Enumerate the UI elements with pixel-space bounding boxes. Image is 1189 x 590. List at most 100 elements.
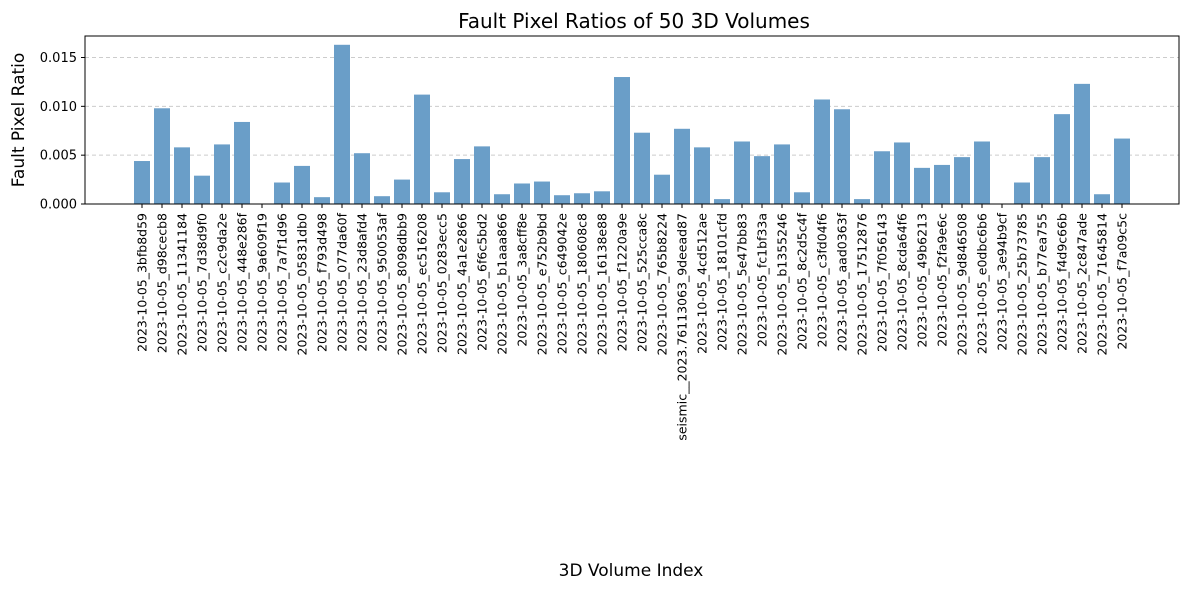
x-axis-ticks: 2023-10-05_3bfb8d59 2023-10-05_d98cecb8 20…: [135, 204, 1130, 441]
x-tick-label: 2023-10-05_f793d498: [315, 213, 330, 352]
x-tick-label: 2023-10-05_6f6c5bd2: [475, 213, 490, 351]
bar: [814, 99, 830, 204]
bar: [274, 182, 290, 204]
x-tick-label: 2023-10-05_23d8afd4: [355, 213, 370, 352]
x-tick-label: 2023-10-05_8098dbb9: [395, 213, 410, 356]
bar: [1014, 182, 1030, 204]
bar: [1114, 138, 1130, 204]
x-tick-label: 2023-10-05_16138e88: [595, 213, 610, 355]
x-tick-label: 2023-10-05_0283ecc5: [435, 213, 450, 353]
bar: [294, 165, 310, 204]
bar: [794, 192, 810, 204]
bar: [554, 195, 570, 204]
x-tick-label: 2023-10-05_d98cecb8: [155, 213, 170, 353]
bar: [214, 144, 230, 204]
bar: [834, 109, 850, 204]
x-tick-label: 2023-10-05_525cca8c: [635, 213, 650, 352]
y-axis-ticks: 0.000 0.005 0.010 0.015: [40, 51, 85, 213]
bar: [134, 161, 150, 204]
grid-lines: [85, 56, 1179, 156]
x-tick-label: 2023-10-05_f2fa9e6c: [935, 213, 950, 347]
bar: [454, 159, 470, 204]
x-tick-label: 2023-10-05_05831db0: [295, 213, 310, 356]
bar: [874, 151, 890, 204]
y-tick-label: 0.005: [40, 149, 77, 164]
bar: [1074, 83, 1090, 204]
x-tick-label: 2023-10-05_8c2d5c4f: [795, 212, 810, 349]
bar: [714, 199, 730, 204]
x-tick-label: 2023-10-05_c2c9da2e: [215, 213, 230, 353]
bar: [434, 192, 450, 204]
x-tick-label: 2023-10-05_f1220a9e: [615, 213, 630, 352]
bar: [154, 108, 170, 204]
x-tick-label: 2023-10-05_17512876: [855, 213, 870, 356]
bar: [574, 193, 590, 204]
bar: [374, 196, 390, 204]
bar: [474, 146, 490, 204]
x-tick-label: 2023-10-05_7d38d9f0: [195, 213, 210, 352]
bar: [654, 174, 670, 204]
x-tick-label: 2023-10-05_aad0363f: [835, 212, 850, 351]
x-tick-label: 2023-10-05_448e286f: [235, 212, 250, 351]
bars: [134, 44, 1130, 205]
bar: [594, 191, 610, 204]
bar: [1094, 194, 1110, 204]
bar: [394, 179, 410, 204]
bar: [894, 142, 910, 204]
bar: [174, 147, 190, 204]
bar: [494, 194, 510, 204]
x-tick-label: 2023-10-05_9d846508: [955, 213, 970, 356]
x-tick-label: 2023-10-05_765b8224: [655, 213, 670, 356]
x-axis-label: 3D Volume Index: [559, 561, 704, 581]
x-tick-label: 2023-10-05_71645814: [1095, 213, 1110, 356]
x-tick-label: 2023-10-05_b1aaa866: [495, 213, 510, 355]
x-tick-label: 2023-10-05_f7a09c5c: [1115, 213, 1130, 350]
bar: [754, 156, 770, 204]
x-tick-label: 2023-10-05_fc1bf33a: [755, 213, 770, 347]
bar: [414, 94, 430, 204]
plot-frame: [84, 35, 1180, 205]
x-tick-label: 2023-10-05_7a7f1d96: [275, 213, 290, 352]
x-tick-label: 2023-10-05_077da60f: [335, 212, 350, 351]
x-tick-label: 2023-10-05_950053af: [375, 212, 390, 351]
bar: [674, 128, 690, 204]
bar: [614, 77, 630, 204]
x-tick-label: 2023-10-05_e752b9bd: [535, 213, 550, 355]
x-tick-label: 2023-10-05_25b73785: [1015, 213, 1030, 356]
bar: [194, 175, 210, 204]
x-tick-label: 2023-10-05_8cda64f6: [895, 213, 910, 351]
bar: [314, 197, 330, 204]
x-tick-label: 2023-10-05_18101cfd: [715, 213, 730, 351]
bar: [694, 147, 710, 204]
x-tick-label: 2023-10-05_2c847ade: [1075, 213, 1090, 354]
x-tick-label: 2023-10-05_ec516208: [415, 213, 430, 354]
bar: [1034, 157, 1050, 204]
bar: [914, 167, 930, 204]
x-tick-label: 2023-10-05_3bfb8d59: [135, 213, 150, 352]
y-tick-label: 0.010: [40, 100, 77, 115]
bar: [334, 44, 350, 205]
bar: [534, 181, 550, 204]
bar: [1054, 114, 1070, 204]
x-tick-label: 2023-10-05_e0dbc6b6: [975, 213, 990, 354]
x-tick-label: 2023-10-05_c3fd04f6: [815, 213, 830, 347]
bar: [974, 141, 990, 204]
bar: [734, 141, 750, 204]
bar: [234, 121, 250, 204]
x-tick-label: 2023-10-05_7f056143: [875, 213, 890, 352]
bar: [354, 153, 370, 204]
bar: [514, 183, 530, 204]
x-tick-label: 2023-10-05_3a8cff8e: [515, 213, 530, 347]
y-tick-label: 0.015: [40, 51, 77, 66]
x-tick-label: 2023-10-05_c649042e: [555, 213, 570, 354]
bar: [634, 132, 650, 204]
x-tick-label: seismic__2023.76113063_9deead87: [675, 213, 690, 441]
x-tick-label: 2023-10-05_f4d9c66b: [1055, 213, 1070, 351]
x-tick-label: 2023-10-05_11341184: [175, 213, 190, 356]
y-tick-label: 0.000: [40, 198, 77, 213]
x-tick-label: 2023-10-05_3e94b9cf: [995, 212, 1010, 350]
bar: [854, 199, 870, 204]
bar: [934, 164, 950, 204]
x-tick-label: 2023-10-05_180608c8: [575, 213, 590, 354]
